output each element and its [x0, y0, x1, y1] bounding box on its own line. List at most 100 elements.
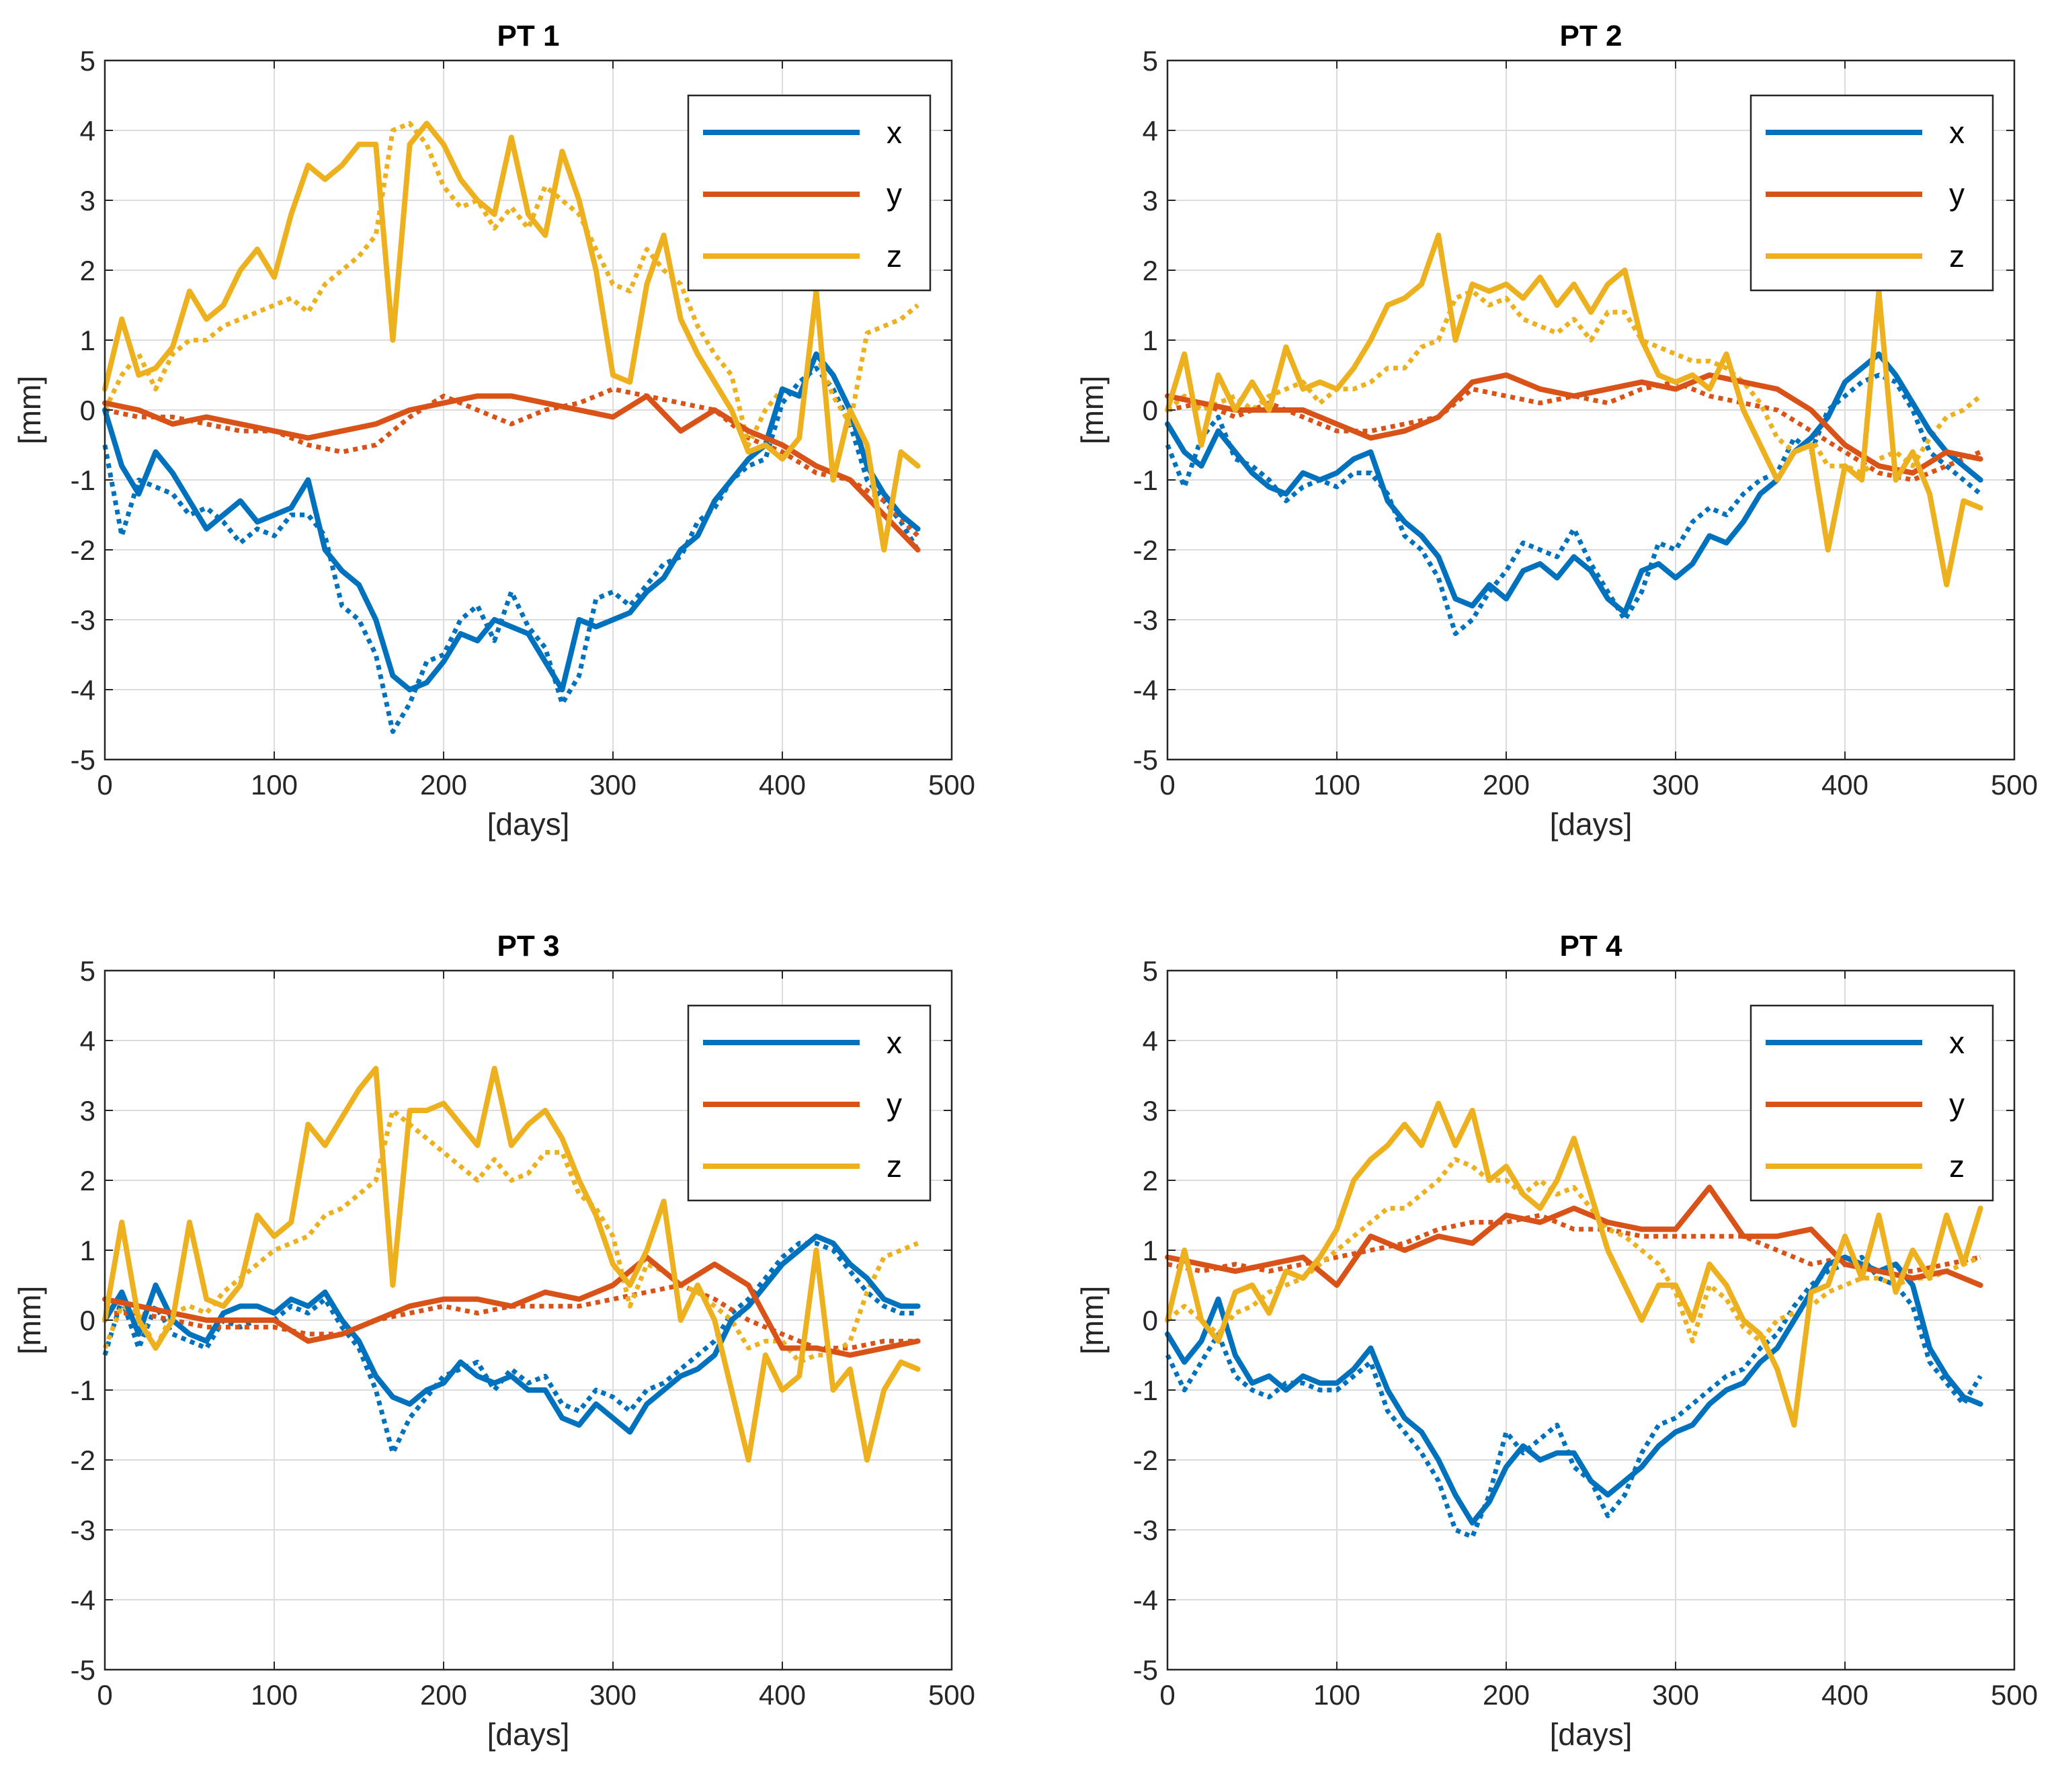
- legend-label-z: z: [1949, 1149, 1965, 1184]
- legend-label-x: x: [1949, 1025, 1965, 1060]
- y-tick-label: -5: [71, 744, 95, 776]
- y-tick-label: 0: [80, 1305, 95, 1336]
- y-tick-label: 0: [1143, 1305, 1158, 1336]
- chart-title: PT 3: [497, 930, 560, 963]
- y-tick-label: -4: [1133, 674, 1158, 706]
- legend-label-x: x: [1949, 115, 1965, 150]
- x-tick-label: 200: [1483, 769, 1530, 801]
- legend-label-y: y: [1949, 1087, 1965, 1122]
- series-line-y-solid: [1165, 1184, 1983, 1288]
- series-line-x-solid: [102, 351, 921, 692]
- legend-label-y: y: [1949, 177, 1965, 212]
- y-tick-label: 5: [80, 955, 95, 987]
- x-axis-label: [days]: [1550, 807, 1633, 842]
- y-tick-label: 1: [80, 325, 95, 356]
- x-axis-label: [days]: [1550, 1717, 1633, 1752]
- series-line-x-solid: [1165, 1254, 1983, 1526]
- y-tick-label: 3: [1143, 185, 1158, 216]
- series-line-z-solid: [1165, 1100, 1983, 1428]
- y-tick-label: -4: [71, 1584, 95, 1616]
- x-tick-label: 400: [1821, 769, 1868, 801]
- y-tick-label: -1: [1133, 464, 1158, 496]
- y-tick-label: 0: [1143, 395, 1158, 426]
- x-tick-label: 100: [1313, 1679, 1360, 1711]
- y-tick-label: 4: [80, 115, 95, 147]
- y-tick-label: 3: [1143, 1095, 1158, 1127]
- x-tick-label: 100: [251, 1679, 298, 1711]
- y-tick-label: 3: [80, 185, 95, 216]
- y-tick-label: -3: [1133, 1514, 1158, 1546]
- x-tick-label: 400: [759, 1679, 806, 1711]
- y-tick-label: -4: [71, 674, 95, 706]
- x-tick-label: 200: [420, 769, 467, 801]
- x-tick-label: 300: [1652, 1679, 1699, 1711]
- y-tick-label: 1: [1143, 325, 1158, 356]
- series-line-x-dotted: [102, 1241, 918, 1456]
- series-line-y-dotted: [104, 386, 920, 538]
- y-tick-label: -3: [71, 604, 95, 636]
- x-tick-label: 400: [1821, 1679, 1868, 1711]
- chart-pt-1: 0 100 200 300 400 500 -5 -4 -3 -2 -1 0 1 2 3 4 5 PT 1 [day…: [12, 19, 975, 842]
- y-tick-label: 4: [1143, 115, 1158, 147]
- chart-pt-4: 0 100 200 300 400 500 -5 -4 -3 -2 -1 0 1 2 3 4 5 PT 4 [day…: [1075, 930, 2038, 1752]
- x-tick-label: 500: [1991, 1679, 2038, 1711]
- y-tick-label: -5: [1133, 744, 1158, 776]
- series-line-z-solid: [102, 120, 921, 553]
- legend-label-z: z: [887, 239, 902, 274]
- y-tick-label: 4: [1143, 1025, 1158, 1057]
- x-tick-label: 500: [1991, 769, 2038, 801]
- y-tick-label: -2: [1133, 1444, 1158, 1476]
- series-line-y-dotted: [1167, 379, 1981, 483]
- legend-label-z: z: [1949, 239, 1965, 274]
- y-tick-label: -2: [71, 534, 95, 566]
- y-tick-label: 5: [80, 45, 95, 77]
- x-tick-label: 100: [251, 769, 298, 801]
- series-line-y-solid: [102, 1254, 921, 1358]
- y-tick-label: 1: [1143, 1235, 1158, 1266]
- x-tick-label: 0: [97, 769, 112, 801]
- x-tick-label: 500: [928, 769, 975, 801]
- y-axis-label: [mm]: [1075, 1286, 1110, 1354]
- series-line-x-solid: [102, 1233, 921, 1435]
- x-tick-label: 500: [928, 1679, 975, 1711]
- x-tick-label: 0: [97, 1679, 112, 1711]
- chart-title: PT 4: [1560, 930, 1622, 963]
- x-axis-label: [days]: [487, 1717, 570, 1752]
- x-tick-label: 200: [1483, 1679, 1530, 1711]
- x-tick-label: 300: [589, 769, 636, 801]
- legend-label-z: z: [887, 1149, 902, 1184]
- series-line-z-solid: [1165, 233, 1983, 587]
- x-tick-label: 300: [1652, 769, 1699, 801]
- y-axis-label: [mm]: [12, 376, 47, 444]
- legend-label-x: x: [887, 1025, 902, 1060]
- y-tick-label: 5: [1143, 45, 1158, 77]
- series-line-y-solid: [102, 393, 921, 553]
- series-line-x-dotted: [1165, 372, 1982, 637]
- y-tick-label: -1: [71, 1375, 95, 1406]
- y-tick-label: 4: [80, 1025, 95, 1057]
- y-tick-label: -2: [1133, 534, 1158, 566]
- y-tick-label: -1: [1133, 1375, 1158, 1406]
- y-axis-label: [mm]: [12, 1286, 47, 1354]
- x-tick-label: 200: [420, 1679, 467, 1711]
- x-tick-label: 0: [1159, 1679, 1175, 1711]
- y-tick-label: -5: [71, 1654, 95, 1686]
- chart-pt-2: 0 100 200 300 400 500 -5 -4 -3 -2 -1 0 1 2 3 4 5 PT 2 [day…: [1075, 19, 2038, 842]
- y-tick-label: -1: [71, 464, 95, 496]
- y-tick-label: 2: [1143, 1165, 1158, 1196]
- chart-pt-3: 0 100 200 300 400 500 -5 -4 -3 -2 -1 0 1 2 3 4 5 PT 3 [day…: [12, 930, 975, 1752]
- x-tick-label: 100: [1313, 769, 1360, 801]
- x-tick-label: 300: [589, 1679, 636, 1711]
- y-tick-label: 2: [1143, 255, 1158, 286]
- y-tick-label: 1: [80, 1235, 95, 1266]
- series-line-x-solid: [1165, 351, 1983, 616]
- legend-label-y: y: [887, 1087, 902, 1122]
- y-tick-label: 5: [1143, 955, 1158, 987]
- x-axis-label: [days]: [487, 807, 570, 842]
- y-tick-label: 2: [80, 255, 95, 286]
- series-line-z-solid: [102, 1065, 921, 1463]
- y-axis-label: [mm]: [1075, 376, 1110, 444]
- y-tick-label: -5: [1133, 1654, 1158, 1686]
- series-line-y-solid: [1165, 372, 1983, 476]
- y-tick-label: -4: [1133, 1584, 1158, 1616]
